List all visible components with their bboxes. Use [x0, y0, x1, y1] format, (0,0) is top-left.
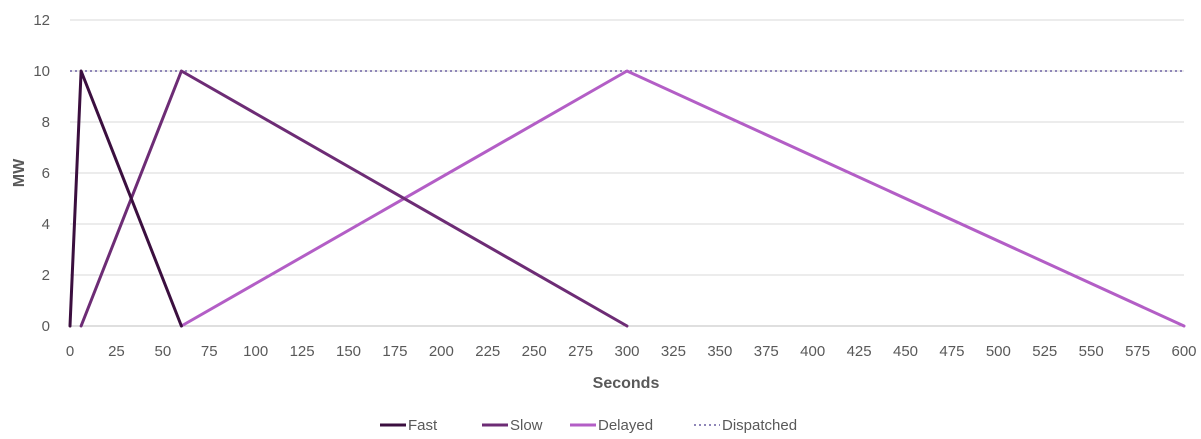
y-tick-label: 12 [33, 12, 50, 29]
y-tick-label: 4 [42, 216, 50, 233]
x-tick-label: 600 [1171, 343, 1196, 360]
x-tick-label: 350 [707, 343, 732, 360]
x-tick-label: 175 [382, 343, 407, 360]
x-axis-title: Seconds [593, 375, 660, 392]
x-tick-label: 550 [1079, 343, 1104, 360]
x-tick-label: 200 [429, 343, 454, 360]
legend-label-fast: Fast [408, 417, 438, 434]
x-tick-label: 75 [201, 343, 218, 360]
y-tick-label: 8 [42, 114, 50, 131]
x-tick-label: 475 [939, 343, 964, 360]
x-tick-label: 300 [614, 343, 639, 360]
series-lines [68, 69, 1186, 328]
gridlines [70, 19, 1184, 276]
x-tick-label: 125 [290, 343, 315, 360]
y-tick-label: 0 [42, 318, 50, 335]
y-tick-label: 2 [42, 267, 50, 284]
x-tick-label: 100 [243, 343, 268, 360]
legend-label-dispatched: Dispatched [722, 417, 797, 434]
x-tick-label: 450 [893, 343, 918, 360]
y-tick-label: 10 [33, 63, 50, 80]
series-line-delayed [179, 69, 1186, 328]
y-axis-title: MW [11, 158, 28, 187]
legend-label-slow: Slow [510, 417, 543, 434]
series-line-fast [68, 69, 183, 328]
x-tick-label: 425 [847, 343, 872, 360]
legend: Fast Slow Delayed Dispatched [380, 417, 797, 434]
x-tick-label: 50 [154, 343, 171, 360]
x-tick-label: 0 [66, 343, 74, 360]
x-tick-label: 275 [568, 343, 593, 360]
y-axis: 0 2 4 6 8 10 12 [33, 12, 50, 335]
x-tick-label: 225 [475, 343, 500, 360]
x-tick-label: 325 [661, 343, 686, 360]
legend-label-delayed: Delayed [598, 417, 653, 434]
x-tick-label: 375 [754, 343, 779, 360]
x-tick-label: 150 [336, 343, 361, 360]
x-tick-label: 25 [108, 343, 125, 360]
x-tick-label: 500 [986, 343, 1011, 360]
x-tick-label: 250 [522, 343, 547, 360]
series-line-slow [79, 69, 629, 328]
y-tick-label: 6 [42, 165, 50, 182]
x-tick-label: 575 [1125, 343, 1150, 360]
x-tick-label: 400 [800, 343, 825, 360]
x-tick-label: 525 [1032, 343, 1057, 360]
x-axis: 0 25 50 75 100 125 150 175 200 225 250 275 300 325 350… [66, 325, 1197, 360]
